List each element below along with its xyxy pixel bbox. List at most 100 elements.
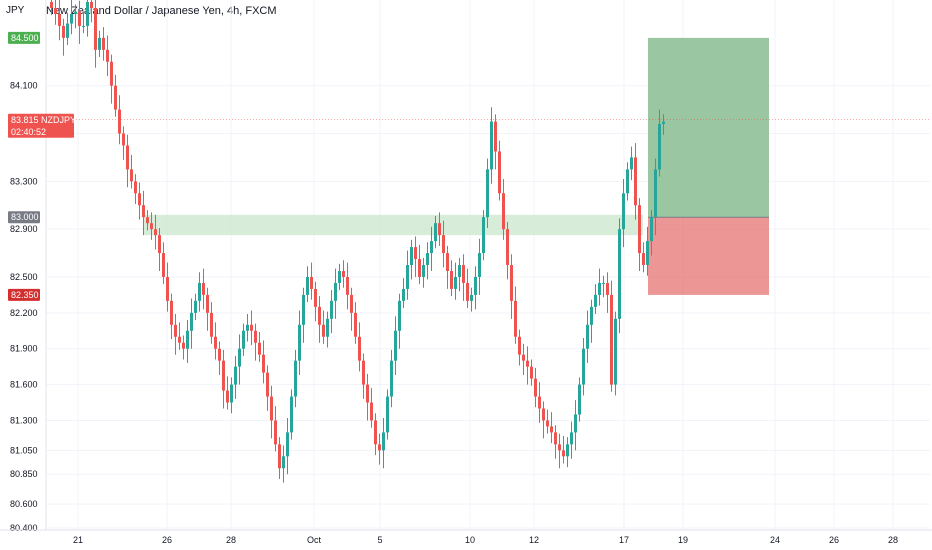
candle-body <box>94 7 97 50</box>
candle-body <box>130 169 133 182</box>
candle-body <box>574 414 577 433</box>
candle-body <box>614 318 617 385</box>
candle-body <box>314 288 317 307</box>
candle-body <box>394 330 397 361</box>
zones <box>143 37 769 295</box>
x-tick-label: 10 <box>465 535 475 545</box>
candle-body <box>158 235 161 254</box>
candle-body <box>486 169 489 218</box>
candle-body <box>186 330 189 349</box>
candle-body <box>522 354 525 361</box>
grid <box>46 0 930 530</box>
candle-body <box>498 151 501 194</box>
x-tick-label: Oct <box>307 535 322 545</box>
candle-body <box>618 229 621 319</box>
candle-body <box>402 288 405 301</box>
candle-body <box>426 253 429 266</box>
candle-body <box>198 282 201 301</box>
candle-body <box>50 2 53 8</box>
x-tick-label: 28 <box>888 535 898 545</box>
candle-body <box>342 271 345 277</box>
candle-body <box>370 402 373 421</box>
support-zone <box>143 214 643 236</box>
y-tick-label: 81.900 <box>10 344 38 354</box>
candle-body <box>462 265 465 283</box>
stop-zone <box>648 217 769 295</box>
candle-body <box>382 432 385 451</box>
x-tick-label: 26 <box>162 535 172 545</box>
candle-body <box>190 312 193 331</box>
candle-body <box>626 169 629 194</box>
candle-body <box>346 276 349 295</box>
candle-body <box>438 223 441 236</box>
candle-body <box>222 360 225 391</box>
x-tick-label: 19 <box>678 535 688 545</box>
candle-body <box>74 11 77 14</box>
candle-body <box>530 366 533 379</box>
candle-body <box>654 169 657 218</box>
candle-body <box>570 432 573 445</box>
candle-body <box>238 348 241 367</box>
candle-body <box>302 294 305 325</box>
y-tick-label: 84.100 <box>10 81 38 91</box>
candle-body <box>502 193 505 230</box>
y-axis: 84.10083.70083.30082.90082.50082.20081.9… <box>10 0 47 533</box>
candle-body <box>122 133 125 146</box>
current-price-tag-bg <box>8 113 74 138</box>
y-tick-label: 83.300 <box>10 176 38 186</box>
candle-body <box>410 247 413 266</box>
candle-body <box>214 336 217 349</box>
candle-body <box>634 157 637 206</box>
candle-body <box>430 241 433 254</box>
price-tags: 84.500 83.000 82.350 83.815 NZDJPY 02:40:52 <box>8 31 930 301</box>
candle-body <box>82 25 85 27</box>
candle-body <box>278 444 281 469</box>
candle-body <box>538 396 541 409</box>
candle-body <box>178 336 181 343</box>
candle-body <box>138 193 141 206</box>
candle-body <box>598 282 601 295</box>
candle-body <box>246 324 249 331</box>
candle-body <box>170 300 173 325</box>
candle-body <box>206 294 209 313</box>
candle-body <box>230 384 233 403</box>
candle-body <box>630 157 633 170</box>
candle-body <box>546 420 549 427</box>
candle-body <box>434 223 437 242</box>
candle-body <box>310 276 313 289</box>
candle-body <box>398 300 401 331</box>
candle-body <box>606 282 609 295</box>
y-tick-label: 80.600 <box>10 499 38 509</box>
candle-body <box>526 360 529 367</box>
y-tick-label: 81.600 <box>10 380 38 390</box>
candle-body <box>202 282 205 295</box>
x-tick-label: 12 <box>529 535 539 545</box>
candle-body <box>390 360 393 397</box>
candle-body <box>350 294 353 313</box>
candle-body <box>294 360 297 397</box>
candle-body <box>150 223 153 230</box>
candle-body <box>534 378 537 397</box>
candle-body <box>354 312 357 337</box>
candle-body <box>110 61 113 86</box>
candle-body <box>518 336 521 355</box>
candles <box>50 0 665 483</box>
candle-body <box>182 342 185 349</box>
candle-body <box>270 396 273 421</box>
stop-price-tag: 82.350 <box>11 290 39 300</box>
candle-body <box>418 259 421 277</box>
candle-body <box>466 282 469 301</box>
candle-body <box>194 300 197 313</box>
candle-body <box>142 205 145 218</box>
candle-body <box>650 217 653 242</box>
candle-body <box>226 390 229 403</box>
candle-body <box>610 294 613 385</box>
candle-body <box>566 444 569 457</box>
candle-body <box>554 432 557 445</box>
candle-body <box>366 384 369 403</box>
y-tick-label: 81.300 <box>10 415 38 425</box>
candle-body <box>318 306 321 325</box>
candle-body <box>494 121 497 152</box>
candle-body <box>258 342 261 355</box>
